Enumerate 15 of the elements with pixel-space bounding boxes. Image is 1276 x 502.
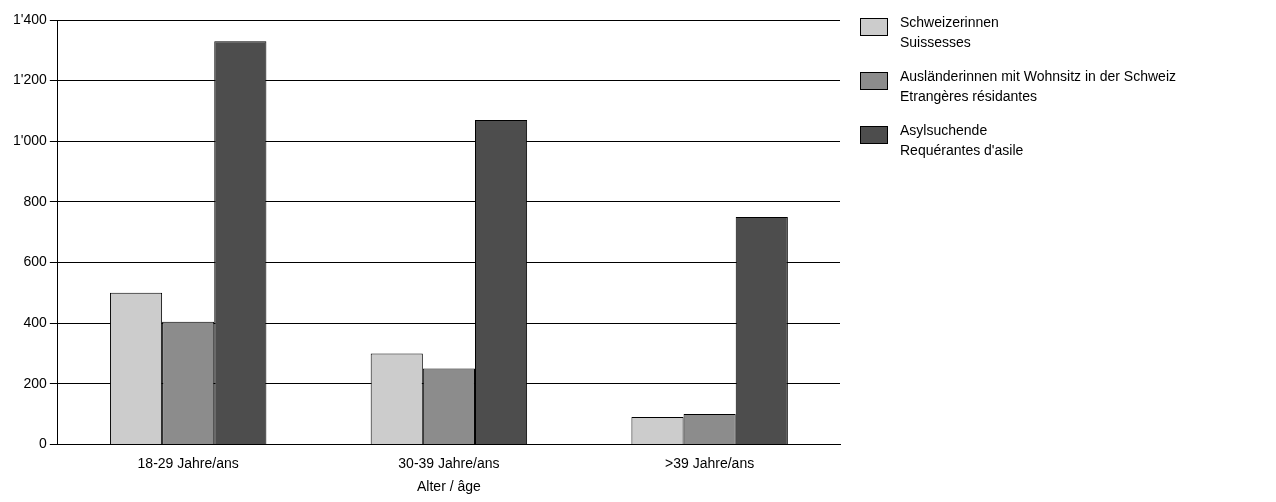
y-tick-label: 400	[23, 314, 48, 330]
legend-label: Ausländerinnen mit Wohnsitz in der Schweiz Etrangères résidantes	[900, 67, 1176, 106]
legend-label: Asylsuchende Requérantes d'asile	[900, 121, 1024, 160]
x-axis-title: Alter / âge	[416, 478, 482, 495]
legend-label: Schweizerinnen Suissesses	[900, 13, 999, 52]
y-tick-label: 1'200	[12, 71, 48, 88]
x-tick-label: >39 Jahre/ans	[665, 454, 755, 471]
y-tick-label: 1'000	[12, 132, 48, 149]
y-tick-label: 0	[39, 435, 48, 452]
y-tick-label: 800	[23, 192, 48, 209]
y-tick-label: 600	[23, 253, 48, 270]
x-tick-label: 30-39 Jahre/ans	[398, 454, 500, 471]
x-tick-label: 18-29 Jahre/ans	[137, 454, 239, 471]
y-tick-label: 200	[23, 374, 48, 391]
y-tick-label: 1'400	[12, 10, 48, 27]
